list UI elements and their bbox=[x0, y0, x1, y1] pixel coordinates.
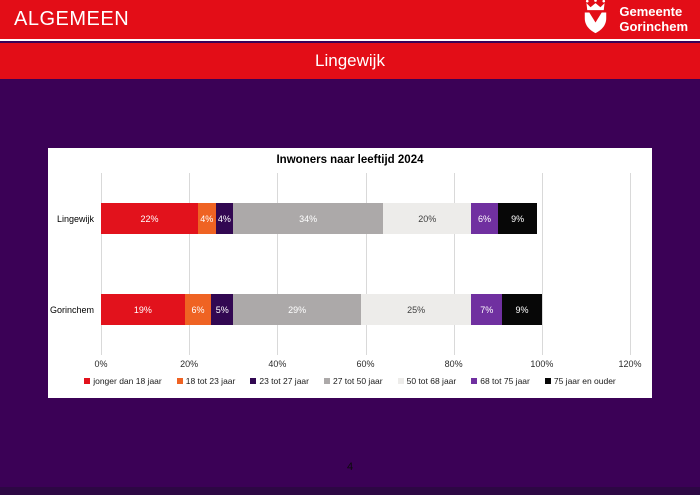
legend-marker bbox=[544, 378, 551, 384]
legend-item: 23 tot 27 jaar bbox=[250, 376, 309, 386]
bar-segment: 4% bbox=[215, 203, 234, 234]
legend-item: 68 tot 75 jaar bbox=[471, 376, 530, 386]
neighbourhood-title: Lingewijk bbox=[315, 51, 385, 70]
legend-marker bbox=[397, 378, 404, 384]
legend-marker bbox=[471, 378, 478, 384]
gridline bbox=[101, 173, 102, 355]
bar-segment: 25% bbox=[361, 294, 472, 325]
bar-value-label: 19% bbox=[133, 304, 152, 315]
bar-value-label: 9% bbox=[511, 213, 525, 224]
bar-value-label: 29% bbox=[288, 304, 307, 315]
x-tick-label: 120% bbox=[618, 359, 642, 369]
page-title: ALGEMEEN bbox=[14, 8, 130, 30]
bar-row-gorinchem: Gorinchem 19% 6% 5% 29% 25% 7% 9% bbox=[50, 294, 630, 325]
category-label: Lingewijk bbox=[56, 213, 94, 224]
bar-segment: 9% bbox=[502, 294, 542, 325]
bar-value-label: 25% bbox=[407, 304, 426, 315]
gridline bbox=[365, 173, 367, 355]
bar-value-label: 20% bbox=[418, 213, 437, 224]
x-axis: 0% 20% 40% 60% 80% 100% 120% bbox=[94, 359, 641, 371]
legend-marker bbox=[84, 378, 91, 384]
subtitle-bar: Lingewijk bbox=[0, 43, 700, 79]
chart-title: Inwoners naar leeftijd 2024 bbox=[276, 154, 424, 166]
legend-item: 75 jaar en ouder bbox=[544, 376, 616, 386]
bar-segment: 34% bbox=[233, 203, 384, 234]
bar-value-label: 6% bbox=[478, 213, 492, 224]
x-tick-label: 40% bbox=[268, 359, 287, 369]
legend-label: 50 tot 68 jaar bbox=[406, 376, 457, 386]
page-number: 4 bbox=[346, 461, 354, 473]
category-label: Gorinchem bbox=[49, 304, 94, 315]
bottom-strip bbox=[0, 487, 700, 495]
legend-label: jonger dan 18 jaar bbox=[93, 376, 162, 386]
bar-segment: 6% bbox=[184, 294, 212, 325]
bar-value-label: 7% bbox=[480, 304, 494, 315]
x-tick-label: 60% bbox=[356, 359, 375, 369]
bar-value-label: 5% bbox=[215, 304, 229, 315]
bar-value-label: 6% bbox=[191, 304, 205, 315]
bar-segment: 5% bbox=[211, 294, 234, 325]
x-tick-label: 0% bbox=[94, 359, 108, 369]
legend-item: 50 tot 68 jaar bbox=[397, 376, 457, 386]
legend-label: 18 tot 23 jaar bbox=[185, 376, 236, 386]
legend-marker bbox=[250, 378, 257, 384]
x-tick-label: 80% bbox=[444, 359, 463, 369]
legend-item: 27 tot 50 jaar bbox=[323, 376, 383, 386]
gridline bbox=[189, 173, 191, 355]
bar-segment: 19% bbox=[101, 294, 185, 325]
legend-marker bbox=[176, 378, 183, 384]
legend-label: 27 tot 50 jaar bbox=[332, 376, 383, 386]
legend-item: 18 tot 23 jaar bbox=[176, 376, 236, 386]
age-chart-panel: Inwoners naar leeftijd 2024 Lingewijk 22%… bbox=[48, 148, 652, 398]
legend-label: 68 tot 75 jaar bbox=[480, 376, 530, 386]
legend-marker bbox=[323, 378, 330, 384]
gridline bbox=[630, 173, 631, 355]
legend-item: jonger dan 18 jaar bbox=[84, 376, 162, 386]
x-tick-label: 100% bbox=[530, 359, 554, 369]
logo-text: Gemeente Gorinchem bbox=[619, 3, 688, 34]
bar-value-label: 4% bbox=[200, 213, 214, 224]
gridline bbox=[277, 173, 279, 355]
logo-line2: Gorinchem bbox=[619, 18, 688, 34]
bar-segment: 4% bbox=[197, 203, 216, 234]
chart-legend: jonger dan 18 jaar 18 tot 23 jaar 23 tot 2… bbox=[48, 376, 652, 386]
bar-value-label: 22% bbox=[140, 213, 159, 224]
bar-value-label: 4% bbox=[217, 213, 231, 224]
plot-area: Lingewijk 22% 4% 4% 34% 20% 6% 9% Gorinchem 19% 6%… bbox=[50, 173, 631, 355]
page-header: ALGEMEEN Gemeente Gorinchem bbox=[0, 0, 700, 41]
gorinchem-logo: Gemeente Gorinchem bbox=[579, 0, 690, 41]
legend-label: 23 tot 27 jaar bbox=[259, 376, 309, 386]
gridline bbox=[541, 173, 543, 355]
bar-row-lingewijk: Lingewijk 22% 4% 4% 34% 20% 6% 9% bbox=[57, 203, 630, 234]
bar-segment: 7% bbox=[471, 294, 503, 325]
bar-segment: 20% bbox=[383, 203, 472, 234]
bar-segment: 22% bbox=[101, 203, 198, 234]
bar-value-label: 9% bbox=[515, 304, 529, 315]
bar-value-label: 34% bbox=[299, 213, 318, 224]
crown-shield-icon bbox=[579, 0, 612, 41]
legend-label: 75 jaar en ouder bbox=[553, 376, 616, 386]
x-tick-label: 20% bbox=[180, 359, 199, 369]
bar-segment: 29% bbox=[233, 294, 362, 325]
bar-segment: 6% bbox=[471, 203, 498, 234]
logo-line1: Gemeente bbox=[619, 3, 683, 19]
bar-segment: 9% bbox=[497, 203, 538, 234]
gridline bbox=[453, 173, 455, 355]
